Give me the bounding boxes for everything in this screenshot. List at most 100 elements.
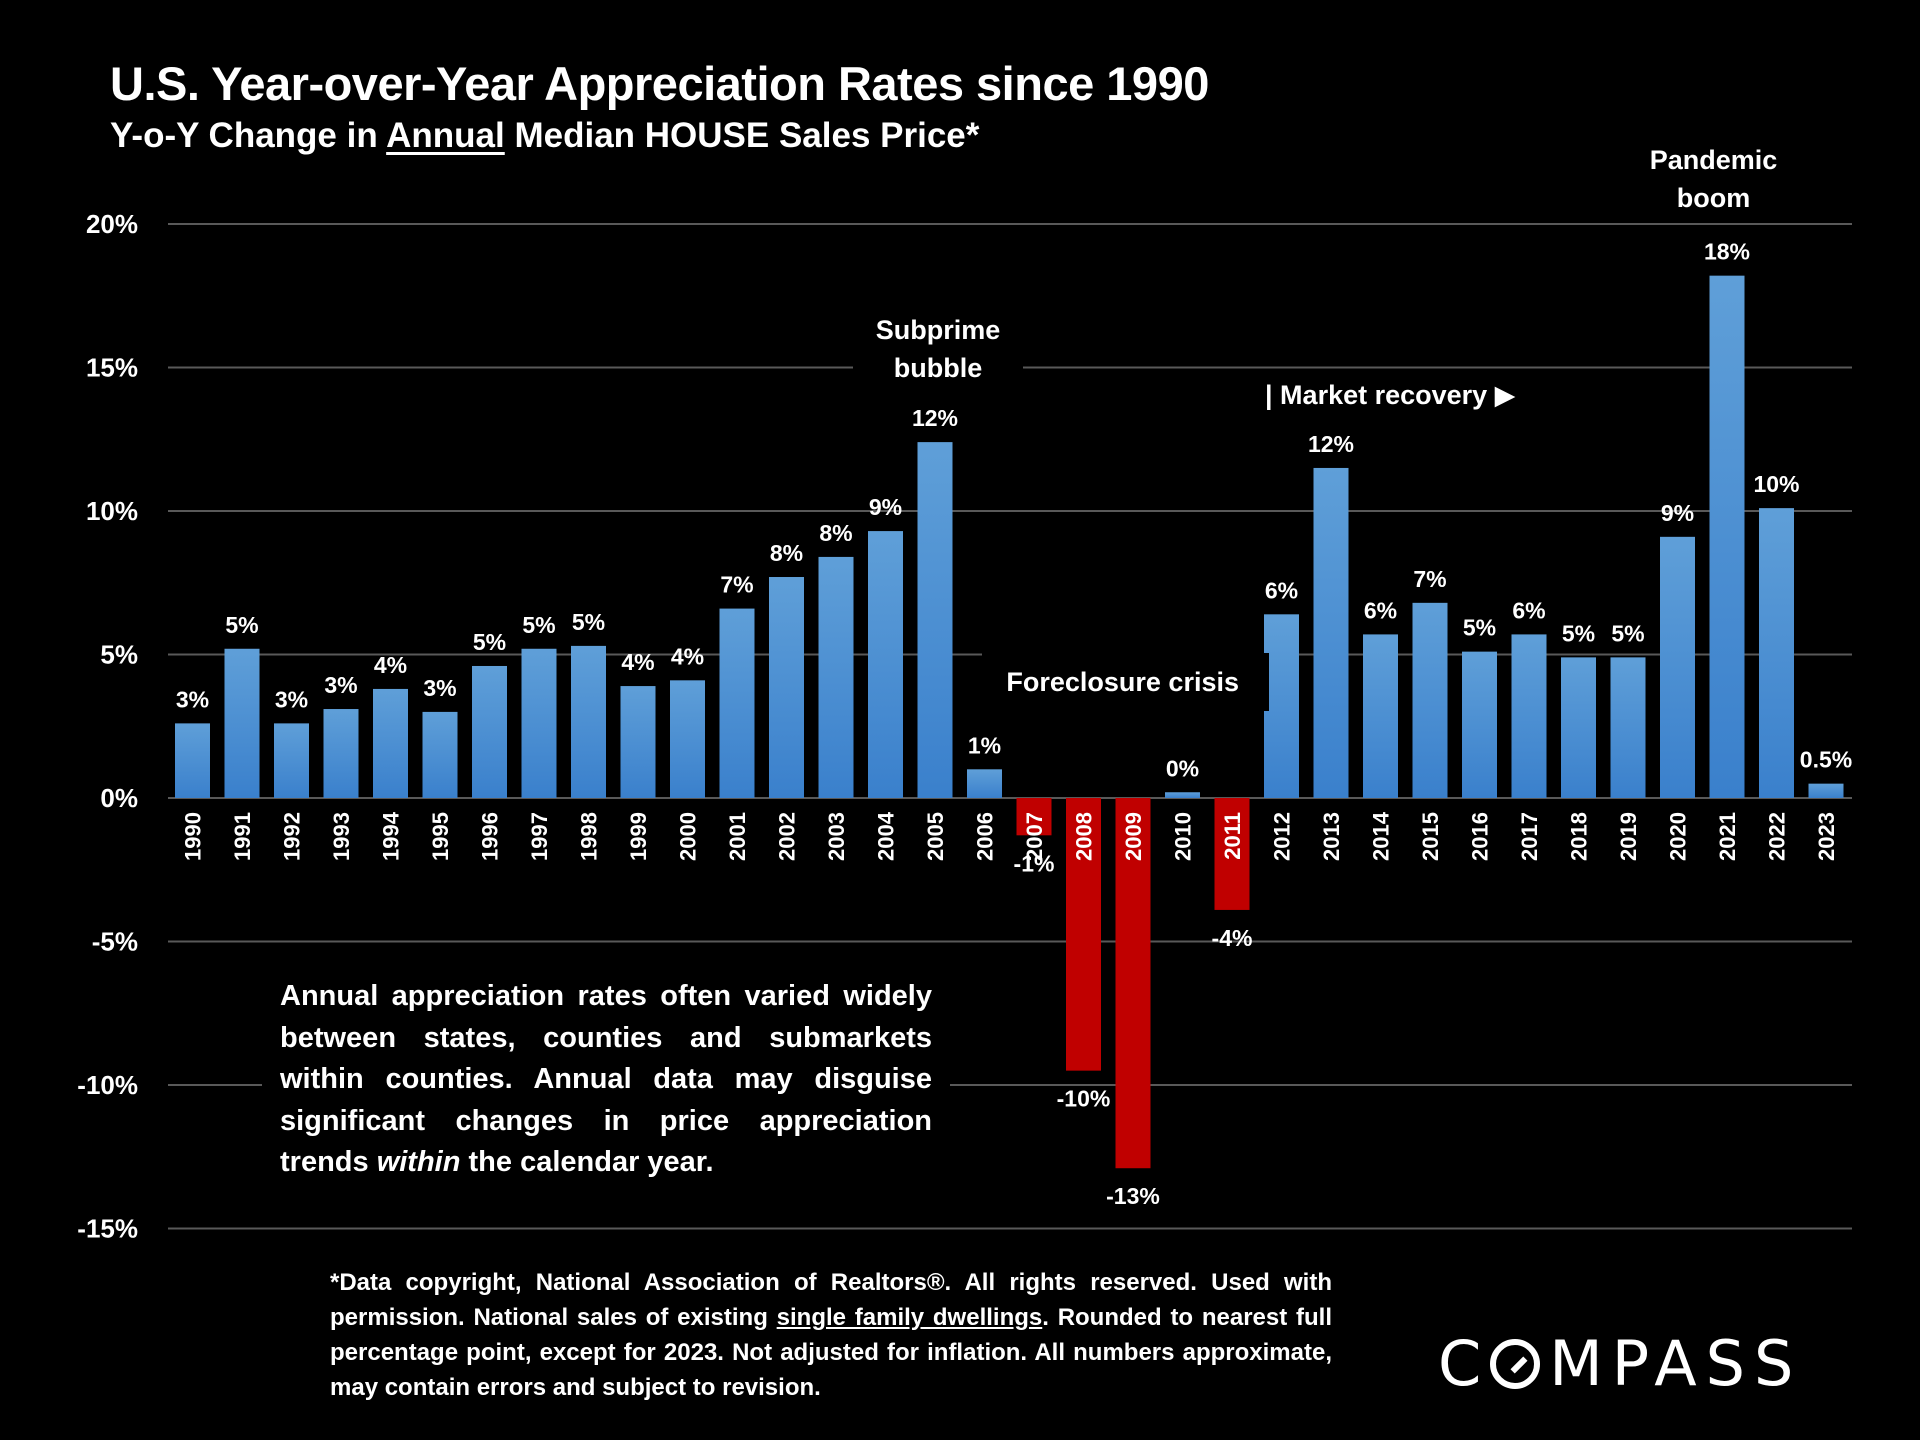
data-label: 7% [1413, 566, 1446, 592]
bar-1999 [620, 686, 656, 798]
data-label: 8% [819, 520, 852, 546]
annotation-line: boom [1676, 183, 1751, 213]
explanatory-note: Annual appreciation rates often varied w… [262, 974, 950, 1186]
data-label: 10% [1753, 471, 1799, 497]
x-tick-label: 1996 [478, 812, 503, 861]
bar-2005 [917, 442, 953, 798]
data-label: 12% [912, 405, 958, 431]
data-label: 4% [621, 649, 654, 675]
footnote-underlined: single family dwellings [776, 1304, 1043, 1331]
y-tick-label: -15% [77, 1214, 138, 1244]
y-tick-label: 20% [86, 209, 138, 239]
bar-2010 [1165, 792, 1200, 798]
bar-1990 [175, 723, 210, 798]
logo-text-start: C [1438, 1327, 1491, 1400]
data-label: 7% [720, 572, 753, 598]
annotation-text: | Market recovery ▶ [1265, 380, 1516, 410]
bar-1998 [571, 645, 606, 798]
footnote-text-end: . Rounded to nearest full percentage poi… [330, 1304, 1333, 1401]
bar-1991 [224, 648, 260, 798]
bar-2008 [1066, 798, 1101, 1071]
x-tick-label: 2022 [1765, 812, 1790, 861]
bar-1995 [422, 711, 458, 798]
chart-subtitle: Y-o-Y Change in Annual Median HOUSE Sale… [110, 116, 979, 156]
data-label: 3% [275, 686, 308, 712]
note-text: Annual appreciation rates often varied w… [280, 980, 932, 1178]
x-tick-label: 1992 [280, 812, 305, 861]
annotation-subprime-bubble: Subprime bubble [853, 311, 1023, 387]
footnote-text: *Data copyright, National Association of… [330, 1269, 1332, 1331]
data-label: -4% [1212, 925, 1253, 951]
data-label: 18% [1704, 239, 1750, 265]
subtitle-suffix: Median HOUSE Sales Price* [504, 116, 980, 155]
bars [175, 275, 1844, 1169]
y-tick-label: 10% [86, 496, 138, 526]
x-tick-label: 2015 [1418, 812, 1443, 861]
annotation-line: bubble [893, 353, 983, 383]
x-tick-label: 2000 [676, 812, 701, 861]
bar-2011 [1214, 798, 1250, 910]
bar-2018 [1561, 657, 1596, 798]
x-tick-label: 2019 [1616, 812, 1641, 861]
data-label: 6% [1512, 597, 1545, 623]
bar-2012 [1264, 614, 1299, 798]
data-label: 0.5% [1800, 747, 1852, 773]
data-label: -13% [1106, 1183, 1160, 1209]
data-label: 3% [324, 672, 357, 698]
data-labels: 3% 5% 3% 3% 4% 3% 5% 5% 5% 4% 4% 7% 8% 8% 9% 12% 1% -1% -1… [176, 239, 1852, 1210]
compass-logo: C MPASS [1438, 1327, 1802, 1400]
y-tick-label: 0% [100, 783, 138, 813]
data-label: 5% [473, 629, 506, 655]
logo-text-end: MPASS [1549, 1327, 1803, 1400]
x-tick-label: 2004 [874, 811, 899, 861]
bar-1996 [472, 665, 507, 798]
x-tick-label: 2013 [1319, 812, 1344, 861]
x-tick-label: 2017 [1517, 812, 1542, 861]
bar-1997 [521, 648, 557, 798]
x-tick-label: 1999 [626, 812, 651, 861]
x-tick-label: 2001 [725, 812, 750, 861]
footnote: *Data copyright, National Association of… [330, 1265, 1332, 1405]
annotation-text: Foreclosure crisis [1006, 667, 1239, 697]
x-tick-label: 1998 [577, 812, 602, 861]
bar-2015 [1412, 602, 1448, 798]
annotation-line: Pandemic [1649, 145, 1778, 175]
x-tick-label: 2005 [923, 812, 948, 861]
bar-2002 [769, 577, 804, 798]
annotation-market-recovery: | Market recovery ▶ [1265, 376, 1515, 414]
bar-2019 [1610, 657, 1646, 798]
data-label: 12% [1308, 431, 1354, 457]
bar-2016 [1462, 651, 1497, 798]
x-tick-label: 2016 [1468, 812, 1493, 861]
data-label: 5% [1562, 620, 1595, 646]
annotation-line: Subprime [875, 315, 1001, 345]
x-tick-label: 2003 [824, 812, 849, 861]
data-label: 5% [572, 609, 605, 635]
bar-2021 [1709, 275, 1745, 798]
y-tick-label: -10% [77, 1070, 138, 1100]
data-label: -1% [1014, 850, 1055, 876]
x-tick-label: 1993 [329, 812, 354, 861]
data-label: 5% [1611, 620, 1644, 646]
data-label: 5% [1463, 615, 1496, 641]
data-label: 5% [225, 612, 258, 638]
bar-2009 [1115, 798, 1151, 1169]
x-tick-label: 2021 [1715, 812, 1740, 861]
chart-title: U.S. Year-over-Year Appreciation Rates s… [110, 57, 1209, 110]
y-tick-label: 15% [86, 353, 138, 383]
x-tick-label: 2006 [973, 812, 998, 861]
data-label: 3% [176, 686, 209, 712]
bar-1992 [274, 723, 309, 798]
x-tick-label: 2014 [1369, 811, 1394, 861]
x-tick-label: 2023 [1814, 812, 1839, 861]
data-label: 3% [423, 675, 456, 701]
x-tick-label: 2002 [775, 812, 800, 861]
annotation-pandemic-boom: Pandemic boom [1628, 141, 1799, 217]
x-tick-label: 2007 [1022, 812, 1047, 861]
x-tick-label: 1991 [230, 812, 255, 861]
x-tick-label: 2010 [1171, 812, 1196, 861]
data-label: 4% [374, 652, 407, 678]
bar-2014 [1363, 634, 1398, 798]
bar-1994 [373, 688, 408, 798]
